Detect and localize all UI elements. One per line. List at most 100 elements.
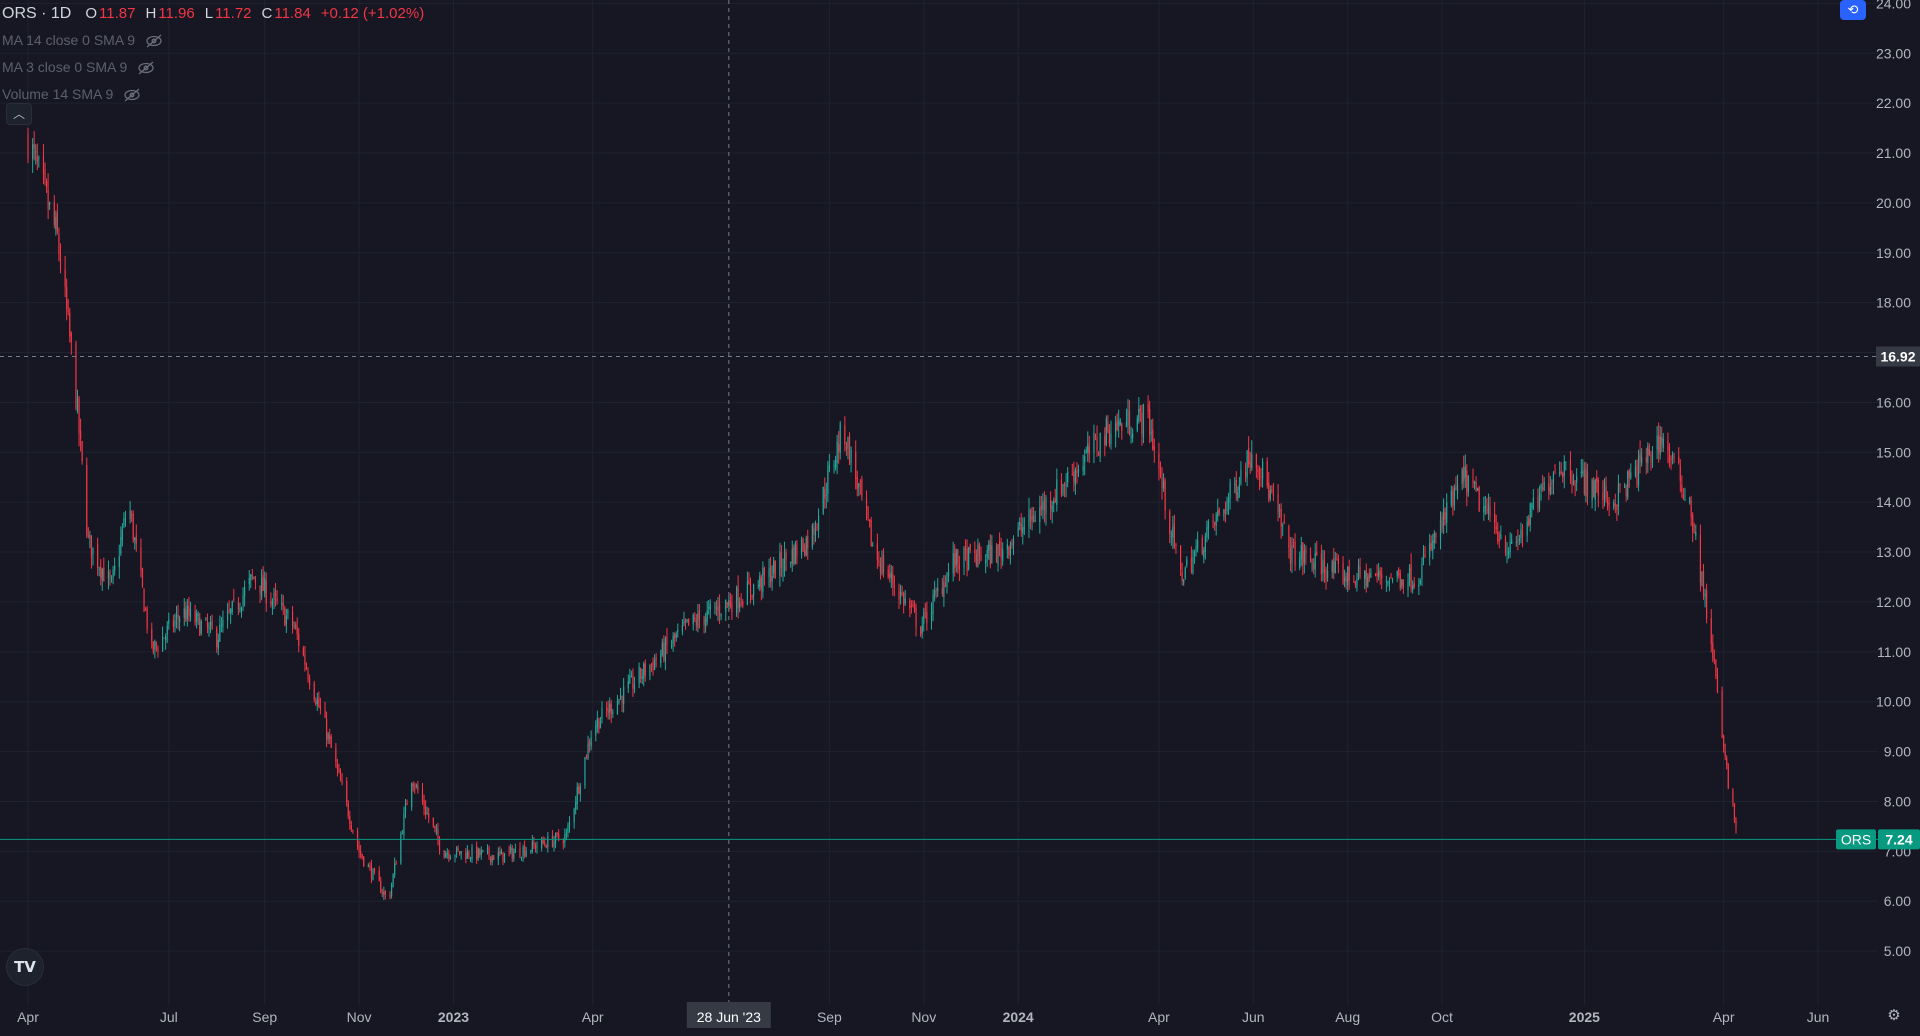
candle-body <box>1282 524 1284 526</box>
candle-body <box>652 661 654 670</box>
candle-body <box>762 568 764 593</box>
crosshair-price-badge <box>1876 346 1920 367</box>
candle-body <box>1050 499 1052 509</box>
candle-body <box>944 584 947 588</box>
collapse-legend-button[interactable]: ︿ <box>6 103 32 125</box>
candle-body <box>739 603 741 609</box>
candle-body <box>1206 527 1208 538</box>
candle-body <box>1723 735 1725 749</box>
eye-off-icon[interactable] <box>137 61 155 75</box>
candle-body <box>1456 485 1459 494</box>
candle-body <box>522 847 524 857</box>
candle-body <box>273 593 275 600</box>
candle-body <box>412 784 414 787</box>
candle-body <box>709 604 711 610</box>
candle-body <box>1292 542 1295 544</box>
candle-body <box>477 848 479 859</box>
candle-body <box>1608 503 1610 505</box>
candle-body <box>568 822 571 828</box>
symbol-label[interactable]: ORS · 1D <box>2 5 72 22</box>
candle-body <box>1583 469 1585 494</box>
candle-body <box>1580 471 1582 473</box>
candle-body <box>748 580 750 585</box>
candle-body <box>500 850 503 855</box>
candle-body <box>341 780 343 784</box>
candle-body <box>1639 452 1641 462</box>
candle-body <box>1359 566 1361 577</box>
candle-body <box>336 764 339 769</box>
x-tick-label: Sep <box>817 1009 842 1025</box>
candle-body <box>1034 520 1036 522</box>
candle-body <box>588 741 591 745</box>
candle-body <box>1142 404 1145 438</box>
candle-body <box>1489 506 1491 517</box>
candle-body <box>261 577 263 597</box>
candle-body <box>356 830 359 847</box>
indicator-ma14[interactable]: MA 14 close 0 SMA 9 <box>2 27 434 54</box>
candle-body <box>383 891 385 895</box>
candle-body <box>991 545 993 564</box>
candle-body <box>307 671 309 679</box>
candle-body <box>1217 510 1219 517</box>
candle-body <box>1116 419 1118 431</box>
candle-body <box>1309 554 1312 562</box>
candle-body <box>194 610 196 624</box>
candle-body <box>369 865 371 867</box>
candle-body <box>1266 461 1268 486</box>
candle-body <box>1591 479 1593 501</box>
candle-body <box>1141 413 1143 434</box>
candle-body <box>1656 435 1658 450</box>
candle-body <box>305 666 308 670</box>
candle-body <box>988 544 990 551</box>
candle-body <box>683 620 685 624</box>
candle-body <box>411 782 413 807</box>
candle-body <box>989 541 991 565</box>
candle-body <box>565 832 567 836</box>
candle-body <box>443 850 445 858</box>
candle-body <box>1175 544 1177 546</box>
candle-body <box>103 567 105 582</box>
candle-body <box>1096 437 1098 451</box>
eye-off-icon[interactable] <box>145 34 163 48</box>
settings-icon[interactable]: ⚙ <box>1887 1007 1901 1024</box>
candle-body <box>58 233 60 255</box>
candle-body <box>1670 458 1672 461</box>
indicator-volume[interactable]: Volume 14 SMA 9 <box>2 81 434 108</box>
candle-body <box>1477 488 1479 491</box>
last-price-value-badge <box>1878 829 1920 850</box>
candle-body <box>1204 536 1206 552</box>
candle-body <box>544 842 546 845</box>
candle-body <box>1169 511 1171 535</box>
scale-toggle-icon[interactable]: ⟲ <box>1840 0 1866 20</box>
candle-body <box>454 855 456 857</box>
candle-body <box>38 157 40 159</box>
candle-body <box>623 686 625 704</box>
candle-body <box>131 513 133 516</box>
candle-body <box>870 520 872 547</box>
candle-body <box>1521 530 1524 537</box>
x-tick-label: Apr <box>582 1009 604 1025</box>
eye-off-icon[interactable] <box>123 88 141 102</box>
candle-body <box>217 639 219 649</box>
tradingview-logo-icon[interactable]: TV <box>6 948 44 986</box>
candle-body <box>175 614 178 618</box>
candle-body <box>1364 570 1366 579</box>
indicator-ma3[interactable]: MA 3 close 0 SMA 9 <box>2 54 434 81</box>
candle-body <box>887 569 889 578</box>
candle-body <box>836 441 838 463</box>
candle-body <box>1357 564 1360 579</box>
candle-body <box>1494 513 1496 523</box>
candle-body <box>773 560 775 574</box>
candle-body <box>1526 521 1528 536</box>
candle-body <box>998 541 1001 549</box>
candle-body <box>1630 472 1632 479</box>
candle-body <box>1387 581 1389 584</box>
candle-body <box>1153 446 1155 451</box>
candle-body <box>850 449 852 464</box>
candle-body <box>350 824 352 830</box>
candle-body <box>1624 485 1626 488</box>
candle-body <box>109 572 111 578</box>
candle-body <box>90 535 93 558</box>
candle-body <box>329 735 331 739</box>
